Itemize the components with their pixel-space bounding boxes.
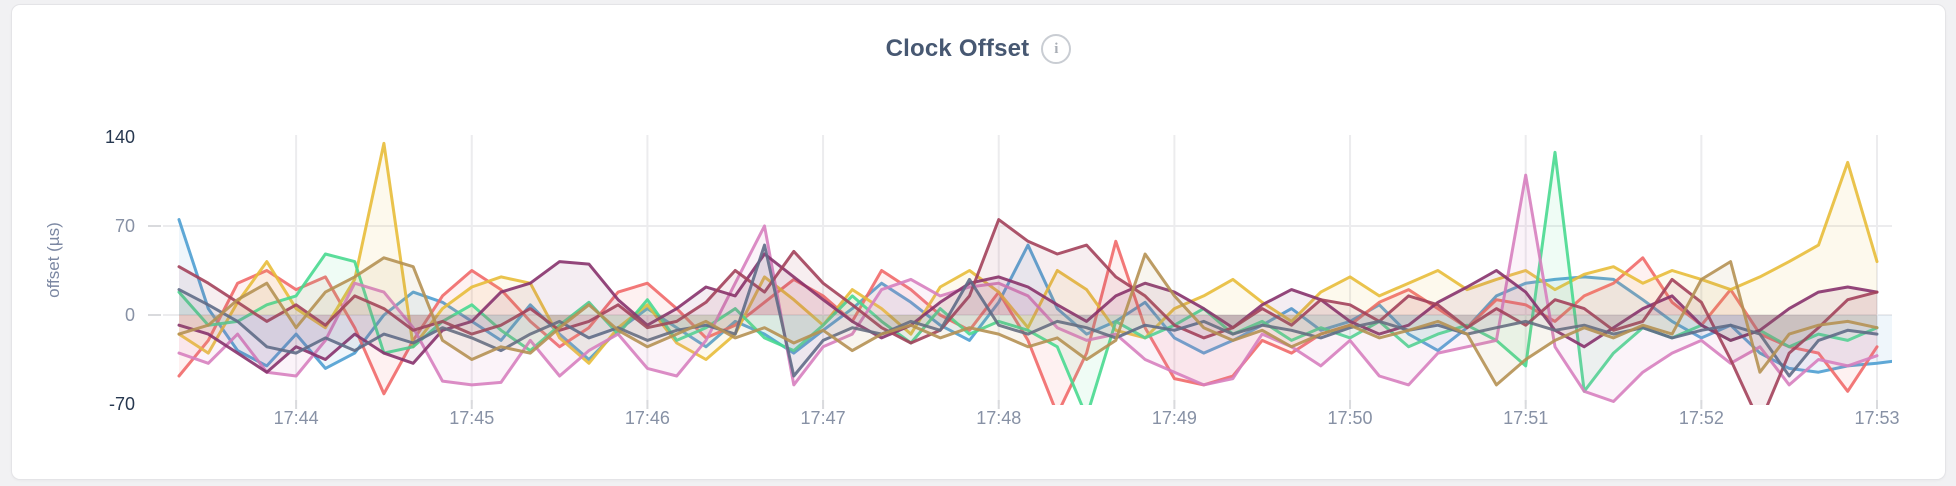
series-salmon-area [179,241,1877,405]
x-tick-label: 17:50 [1328,408,1373,428]
x-tick-label: 17:53 [1854,408,1899,428]
series-salmon-line [177,239,1879,405]
series-plot [177,141,1892,405]
info-icon[interactable]: i [1041,34,1072,64]
series-gold-line [177,141,1879,365]
chart-title: Clock Offset [885,35,1030,62]
y-tick-label: 70 [115,216,135,236]
chart-header: Clock Offset i [12,31,1945,67]
series-wine-area [179,219,1877,405]
series-plum-line [177,252,1879,374]
x-tick-label: 17:45 [449,408,494,428]
x-tick-label: 17:47 [801,408,846,428]
x-tick-label: 17:49 [1152,408,1197,428]
series-green-line [177,150,1879,405]
y-tick-label: 140 [105,127,135,147]
series-wine-line [177,218,1879,405]
series-tan-area [179,254,1877,385]
series-slate-line [177,243,1879,378]
x-tick-label: 17:46 [625,408,670,428]
series-orchid-line [177,173,1879,403]
x-tick-label: 17:44 [274,408,319,428]
series-orchid-area [179,175,1877,402]
info-icon-glyph: i [1054,40,1059,57]
y-tick-label: 0 [125,305,135,325]
x-tick-label: 17:52 [1679,408,1724,428]
chart-card: Clock Offset i offset (µs) [11,4,1946,480]
series-blue-line [177,218,1892,374]
y-tick-label: -70 [109,394,135,414]
series-gold-area [179,143,1877,364]
x-tick-label: 17:48 [976,408,1021,428]
x-tick-label: 17:51 [1503,408,1548,428]
series-tan-line [177,252,1879,387]
series-blue-area [179,219,1892,373]
